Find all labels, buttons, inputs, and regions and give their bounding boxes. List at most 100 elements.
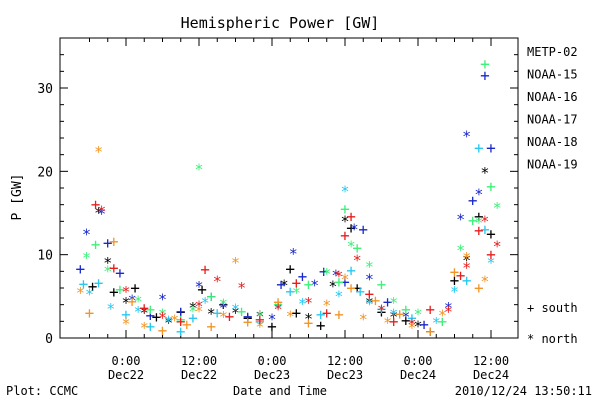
data-point: + xyxy=(243,307,253,326)
data-point: * xyxy=(103,262,112,280)
data-point: * xyxy=(188,299,197,317)
data-point: + xyxy=(285,259,295,278)
x-tick-time-label: 12:00 xyxy=(473,354,509,368)
data-point: * xyxy=(194,302,203,320)
data-point: + xyxy=(146,306,156,325)
data-point: * xyxy=(450,283,459,301)
data-point: + xyxy=(91,195,101,214)
data-point: + xyxy=(273,293,283,312)
data-point: + xyxy=(468,191,478,210)
data-point: * xyxy=(194,297,203,315)
data-point: * xyxy=(401,308,410,326)
data-point: + xyxy=(225,307,235,326)
data-point: + xyxy=(346,261,356,280)
data-point: * xyxy=(170,312,179,330)
data-point: * xyxy=(134,303,143,321)
data-point: + xyxy=(352,279,362,298)
data-point: * xyxy=(493,237,502,255)
data-point: * xyxy=(255,318,264,336)
x-tick-date-label: Dec24 xyxy=(400,368,436,382)
data-point: + xyxy=(407,309,417,328)
data-point: * xyxy=(140,319,149,337)
data-point: * xyxy=(444,303,453,321)
data-point: + xyxy=(298,267,308,286)
data-point: + xyxy=(200,260,210,279)
data-point: * xyxy=(310,277,319,295)
data-point: * xyxy=(413,306,422,324)
data-point: * xyxy=(106,300,115,318)
data-point: + xyxy=(456,266,466,285)
x-tick-time-label: 0:00 xyxy=(258,354,287,368)
data-point: + xyxy=(255,312,265,331)
data-point: + xyxy=(346,219,356,238)
y-tick-label: 10 xyxy=(37,249,53,264)
plot-credit: Plot: CCMC xyxy=(6,384,78,398)
data-point: * xyxy=(328,277,337,295)
data-point: + xyxy=(358,220,368,239)
data-point: * xyxy=(353,252,362,270)
data-point: + xyxy=(319,262,329,281)
data-point: * xyxy=(493,199,502,217)
data-point: + xyxy=(219,295,229,314)
data-points: +**+*+* + *+ *+* + * + *+*++ * +**++* + * + * ++*+*++*… xyxy=(76,54,502,341)
y-tick-label: 20 xyxy=(37,165,53,180)
data-point: + xyxy=(79,274,89,293)
marker-legend-entry: + south xyxy=(527,301,578,315)
data-point: + xyxy=(316,305,326,324)
data-point: + xyxy=(486,245,496,264)
data-point: * xyxy=(194,161,203,179)
data-point: + xyxy=(334,273,344,292)
data-point: + xyxy=(76,259,86,278)
data-point: + xyxy=(146,317,156,336)
data-point: + xyxy=(425,300,435,319)
data-point: * xyxy=(350,221,359,239)
data-point: + xyxy=(401,311,411,330)
x-tick-date-label: Dec23 xyxy=(327,368,363,382)
x-tick-date-label: Dec22 xyxy=(181,368,217,382)
chart-title: Hemispheric Power [GW] xyxy=(181,14,380,32)
data-point: * xyxy=(340,212,349,230)
data-point: + xyxy=(139,299,149,318)
data-point: * xyxy=(365,271,374,289)
data-point: * xyxy=(359,311,368,329)
data-point: + xyxy=(383,293,393,312)
data-point: + xyxy=(340,226,350,245)
data-point: * xyxy=(462,127,471,145)
data-point: * xyxy=(231,254,240,272)
data-point: * xyxy=(438,307,447,325)
data-point: * xyxy=(140,304,149,322)
data-point: * xyxy=(274,301,283,319)
x-tick-time-label: 12:00 xyxy=(181,354,217,368)
legend-entry: NOAA-19 xyxy=(527,158,578,172)
data-point: * xyxy=(480,272,489,290)
data-point: + xyxy=(276,275,286,294)
data-point: + xyxy=(377,299,387,318)
data-point: + xyxy=(322,304,332,323)
data-point: + xyxy=(182,315,192,334)
data-point: * xyxy=(298,295,307,313)
legend-entry: NOAA-15 xyxy=(527,68,578,82)
data-point: + xyxy=(188,309,198,328)
data-point: + xyxy=(91,235,101,254)
data-point: + xyxy=(450,263,460,282)
data-point: * xyxy=(280,277,289,295)
data-point: * xyxy=(255,308,264,326)
data-point: + xyxy=(419,315,429,334)
data-point: * xyxy=(462,252,471,270)
data-point: * xyxy=(134,292,143,310)
data-point: + xyxy=(486,177,496,196)
data-point: + xyxy=(365,284,375,303)
data-point: * xyxy=(94,204,103,222)
data-point: + xyxy=(480,66,490,85)
data-point: + xyxy=(377,303,387,322)
data-point: * xyxy=(322,297,331,315)
data-point: + xyxy=(115,264,125,283)
data-point: * xyxy=(219,308,228,326)
data-point: + xyxy=(176,310,186,329)
y-tick-label: 30 xyxy=(37,82,53,97)
data-point: + xyxy=(285,282,295,301)
data-point: * xyxy=(274,299,283,317)
x-tick-date-label: Dec24 xyxy=(473,368,509,382)
data-point: + xyxy=(486,224,496,243)
